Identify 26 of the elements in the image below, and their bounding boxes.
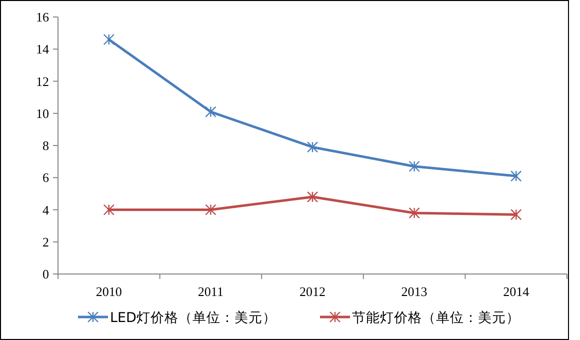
- y-tick-label: 10: [36, 106, 49, 121]
- x-tick-label: 2012: [300, 284, 326, 299]
- point: [103, 34, 114, 46]
- point: [103, 204, 114, 216]
- point: [306, 191, 318, 202]
- x-tick-label: 2011: [198, 284, 224, 299]
- y-tick-label: 4: [42, 202, 50, 218]
- x-tick-label: 2013: [401, 284, 428, 299]
- x-tick-label: 2014: [503, 284, 530, 299]
- legend-label: 节能灯价格（单位：美元）: [352, 310, 520, 326]
- point: [408, 207, 420, 219]
- legend-label: LED灯价格（单位：美元）: [110, 310, 276, 326]
- y-tick-label: 0: [42, 266, 49, 282]
- y-tick-label: 16: [36, 10, 50, 24]
- point: [205, 106, 216, 118]
- y-tick-label: 6: [42, 170, 50, 186]
- y-tick-label: 12: [36, 74, 49, 89]
- y-tick-label: 2: [42, 234, 49, 250]
- y-tick-label: 8: [42, 138, 49, 153]
- point: [510, 170, 522, 182]
- x-tick-label: 2010: [96, 284, 122, 299]
- point: [510, 208, 522, 220]
- point: [205, 204, 216, 216]
- y-tick-label: 14: [36, 42, 50, 57]
- point: [306, 142, 318, 153]
- point: [408, 160, 420, 172]
